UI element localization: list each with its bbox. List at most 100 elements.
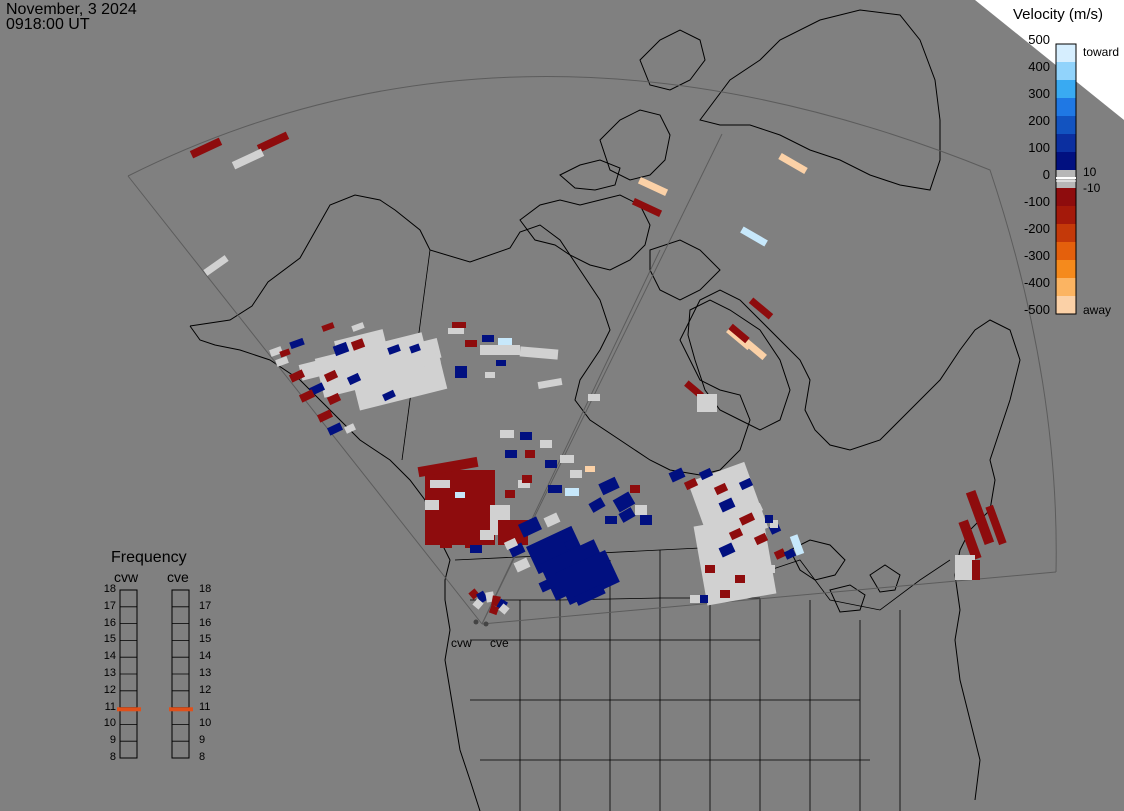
colorbar-segment [1056,260,1076,279]
scatter-cell [972,560,980,580]
scatter-cell [741,336,767,361]
scatter-cell [480,530,494,540]
scatter-cell [738,512,756,526]
colorbar-segment [1056,296,1076,315]
scatter-cell [279,348,291,358]
colorbar-segment [1056,62,1076,81]
scatter-cell [598,476,620,496]
scatter-cell [513,557,531,573]
frequency-tick: 14 [199,650,212,663]
frequency-radar-cve: cve [167,569,189,585]
scatter-cell [545,460,557,468]
scatter-cell [635,505,647,515]
frequency-tick: 14 [103,650,116,663]
scatter-cell [560,455,574,463]
frequency-tick: 17 [199,599,212,612]
scatter-cell [574,584,606,606]
frequency-tick: 13 [103,667,116,679]
velocity-toward-label: toward [1083,45,1120,59]
scatter-cell [472,598,484,610]
velocity-tick: 500 [1028,32,1050,47]
colorbar-segment [1056,170,1076,189]
scatter-cell [789,534,805,556]
scatter-cell [332,341,350,357]
scatter-cell [452,322,466,328]
frequency-tick: 9 [199,734,206,747]
scatter-cell [298,355,342,381]
velocity-tick: 100 [1028,140,1050,155]
scatter-cell [455,366,467,378]
scatter-cell [753,532,769,546]
site-label-cve: cve [490,636,509,650]
frequency-tick: 8 [109,751,116,763]
scatter-cell [718,497,736,513]
scatter-cell [518,480,530,488]
scatter-cell [548,485,562,493]
scatter-cell [498,603,510,615]
velocity-away-label: away [1083,303,1112,317]
velocity-inner-tick-pos: 10 [1083,165,1097,179]
velocity-tick: -300 [1023,248,1050,263]
scatter-cell [700,595,708,603]
scatter-cell [382,389,396,402]
scatter-cell [485,372,495,378]
scatter-cell [697,394,717,412]
scatter-cell [745,560,755,568]
scatter-cell [480,345,520,355]
scatter-cell [555,550,620,605]
scatter-cell [269,346,283,357]
velocity-tick: 0 [1042,167,1050,182]
frequency-tick: 17 [103,599,116,612]
velocity-tick: 200 [1028,113,1050,128]
scatter-cell [588,497,606,513]
velocity-tick: -400 [1023,275,1050,290]
velocity-tick: 300 [1028,86,1050,101]
scatter-cell [189,137,223,159]
scatter-cell [488,604,500,616]
colorbar-segment [1056,152,1076,171]
colorbar-segment [1056,206,1076,225]
scatter-cell [537,377,563,390]
scatter-cell [522,475,532,483]
scatter-cell [728,323,750,344]
colorbar-segment [1056,278,1076,297]
scatter-cell [520,432,532,440]
scatter-cell [343,423,357,434]
scatter-cell [693,514,777,606]
site-label-cvw: cvw [451,636,472,650]
scatter-cell [740,590,750,598]
frequency-tick: 12 [199,683,212,696]
scatter-cell [505,450,517,458]
scatter-cell [326,392,342,406]
scatter-cell [637,176,669,197]
scatter-cell [718,542,736,558]
frequency-tick: 10 [199,717,212,730]
scatter-cell [323,369,339,383]
scatter-cell [985,504,1007,546]
scatter-cell [419,352,441,368]
scatter-cell [326,422,344,436]
velocity-tick: -100 [1023,194,1050,209]
scatter-cell [417,456,479,478]
velocity-tick: 400 [1028,59,1050,74]
time-label: 0918:00 UT [6,16,90,33]
scatter-cell [631,197,663,218]
date-label: November, 3 2024 [6,1,137,18]
scatter-cell [346,372,362,386]
scatter-cell [778,152,808,175]
scatter-cell [351,322,365,332]
frequency-tick: 15 [103,633,116,646]
scatter-cell [409,343,421,354]
scatter-cell [203,255,229,276]
scatter-cell [289,337,305,350]
scatter-cell [496,360,506,366]
scatter-cell [455,492,465,498]
frequency-tick: 13 [199,667,212,679]
scatter-cell [288,369,306,383]
velocity-colorbar [1055,43,1077,315]
velocity-tick: -500 [1023,302,1050,317]
frequency-tick: 18 [103,583,116,595]
scatter-cell [465,540,479,548]
scatter-cell [465,340,477,347]
scatter-cell [698,467,714,481]
